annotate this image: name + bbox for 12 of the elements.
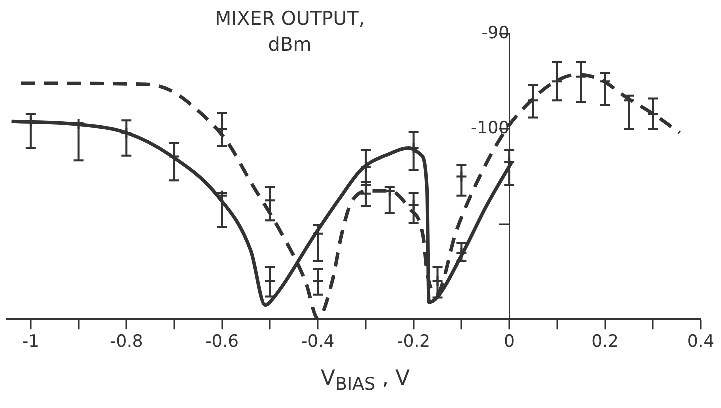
x-tick-label: -1 (22, 332, 40, 352)
y-axis-title: MIXER OUTPUT, dBm (214, 7, 366, 58)
x-tick-label: 0.2 (592, 332, 619, 352)
x-tick-label: 0 (504, 332, 515, 352)
y-tick-label: -90 (482, 23, 510, 44)
x-tick-label: -0.2 (397, 332, 430, 352)
x-tick-label: -0.8 (110, 332, 144, 352)
x-tick-label: -0.6 (206, 332, 239, 352)
x-tick-label: -0.4 (302, 332, 335, 352)
y-tick-label: -100 (470, 118, 510, 139)
x-tick-label: 0.4 (687, 332, 715, 352)
x-axis-title: V$_{BIAS}$ , V (320, 366, 412, 396)
